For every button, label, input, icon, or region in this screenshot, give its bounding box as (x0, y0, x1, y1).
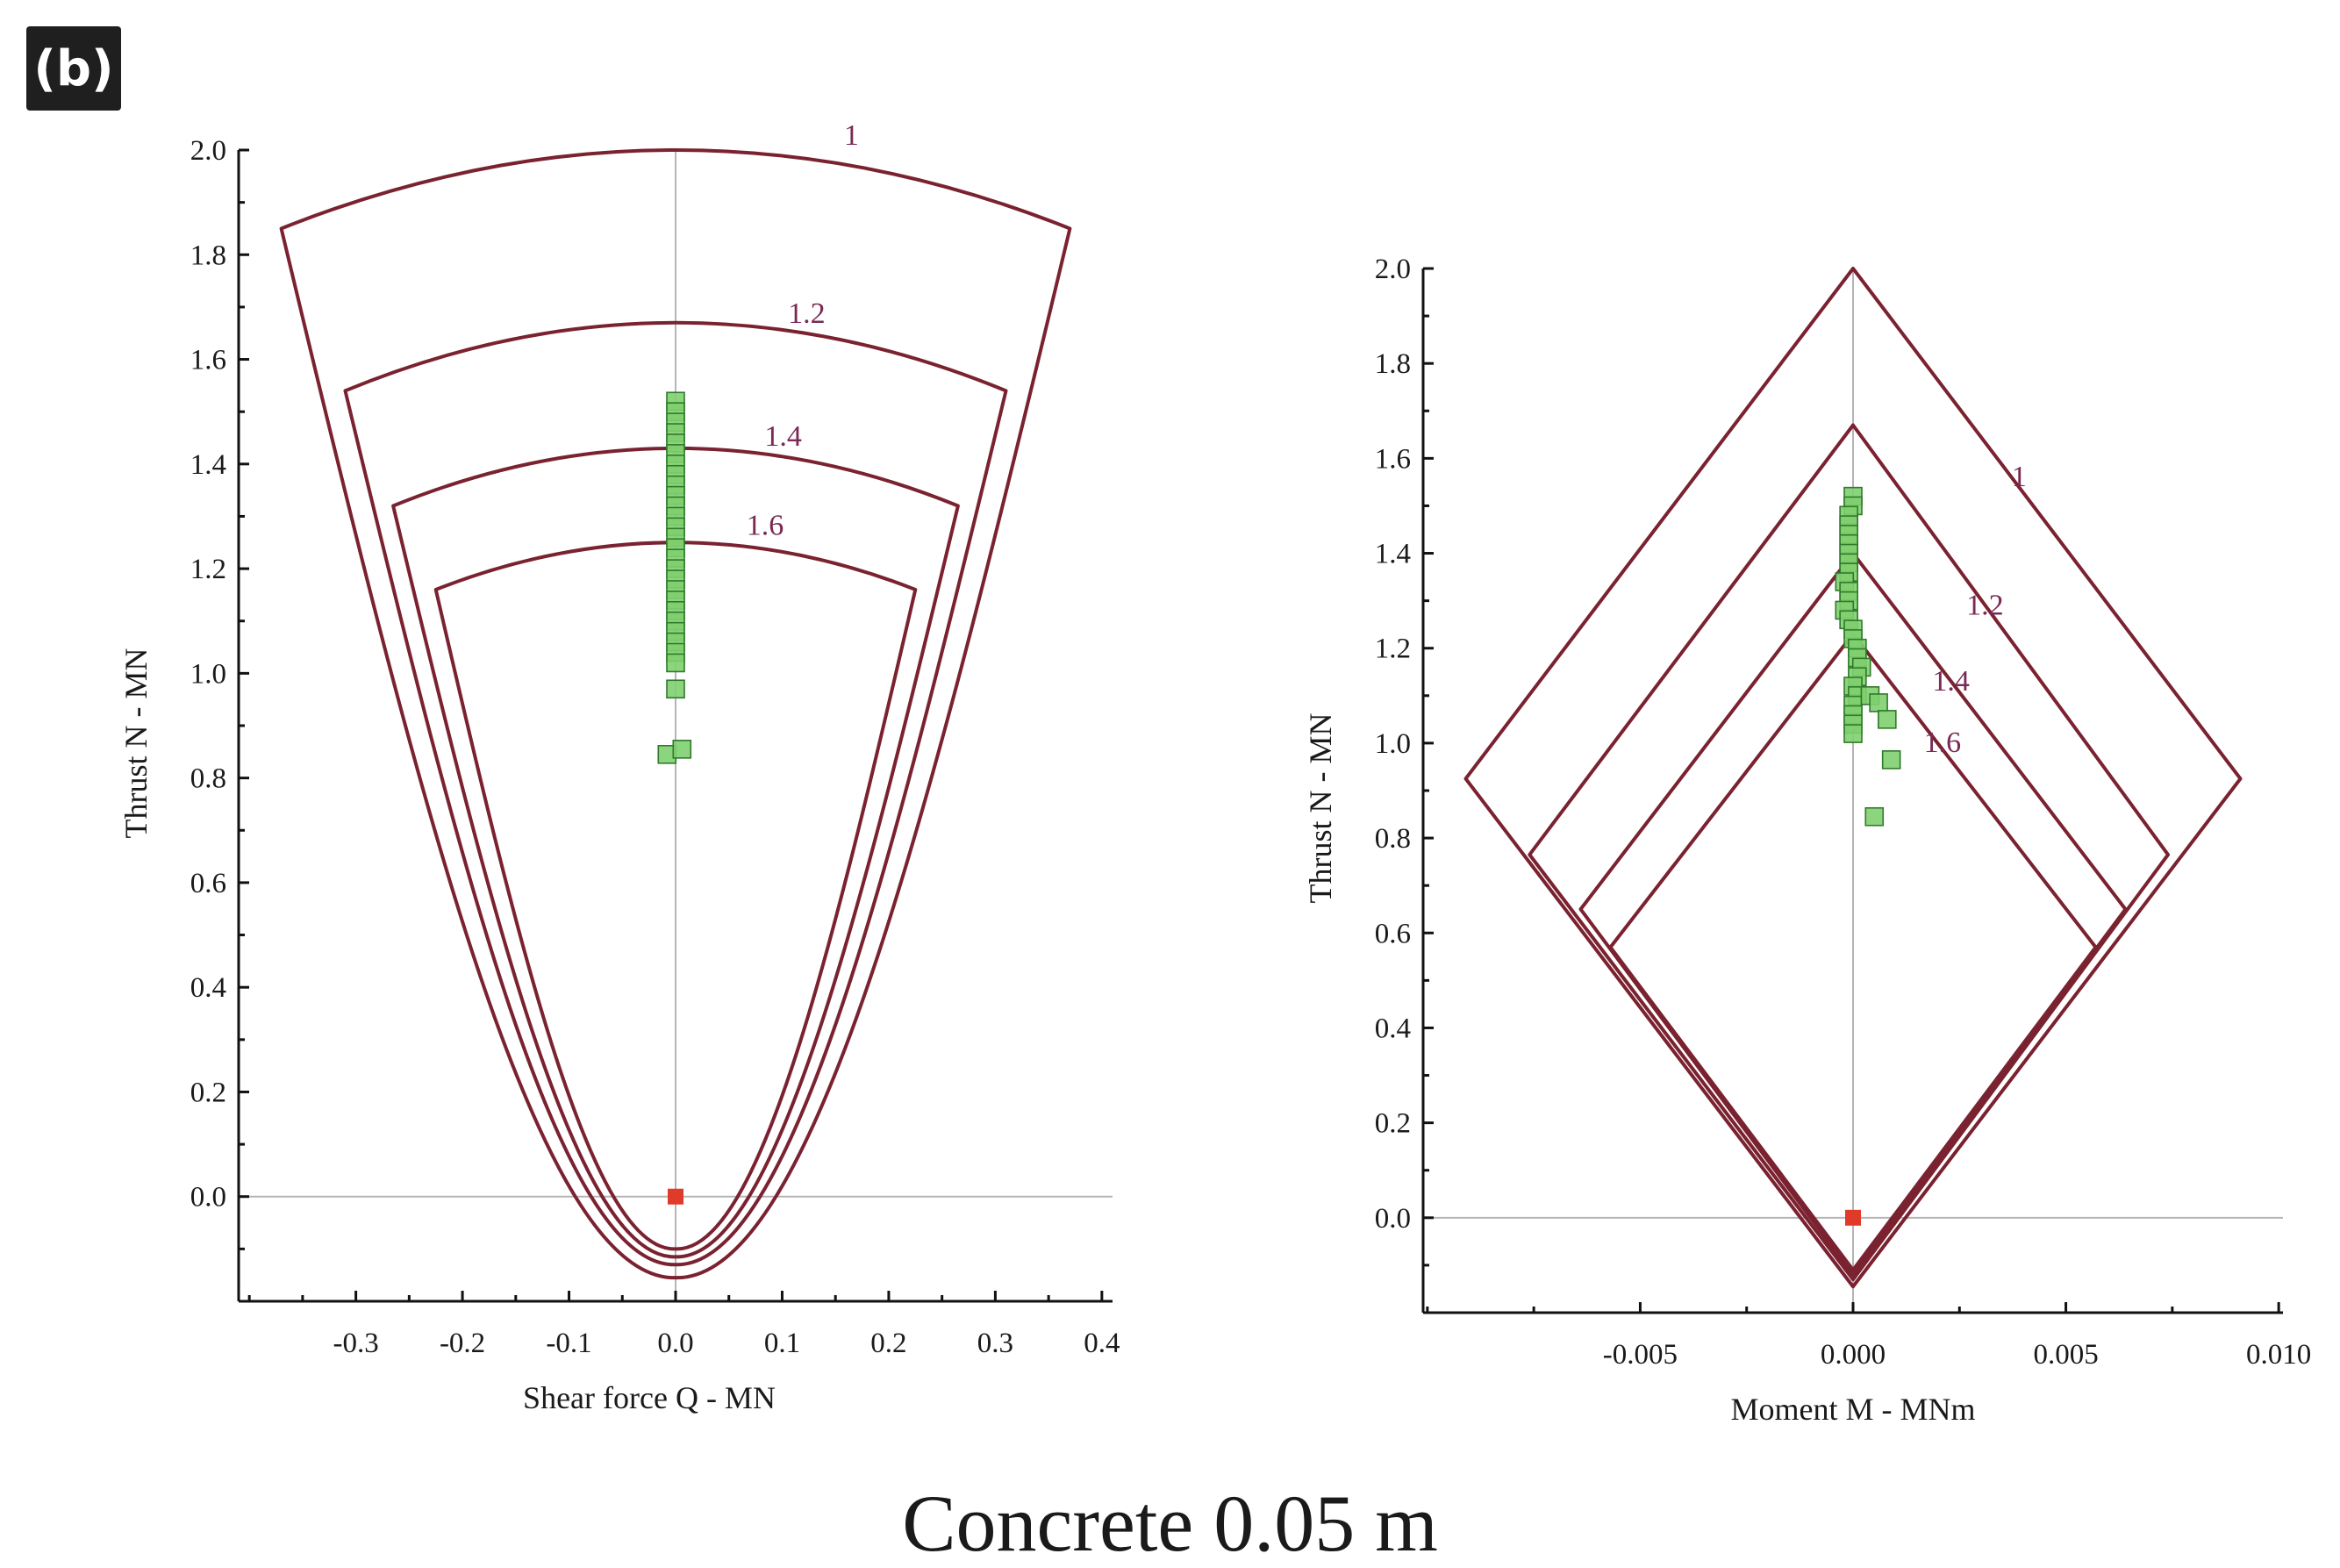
moment-y-tick-label: 0.2 (1375, 1108, 1411, 1140)
shear-y-tick-label: 1.8 (190, 240, 226, 271)
moment-thrust-chart: 1 1.2 1.4 1.6 0.0 0.2 0.4 0.6 0.8 1.0 1.2 1.4 1.6 1.8… (1303, 254, 2311, 1427)
moment-data-point (1843, 724, 1863, 743)
moment-envelope-1.2 (1528, 423, 2171, 1282)
moment-envelope-label: 1.6 (1924, 727, 1962, 759)
moment-y-tick-label: 0.8 (1375, 823, 1411, 855)
moment-envelope-label: 1.2 (1966, 589, 2004, 621)
moment-y-tick-label: 1.6 (1375, 443, 1411, 475)
shear-x-tick-label: -0.3 (333, 1328, 378, 1359)
shear-y-tick-label: 0.8 (190, 763, 226, 795)
shear-envelope-1.6 (433, 541, 918, 1251)
moment-x-tick-label: 0.005 (2033, 1339, 2098, 1371)
shear-envelope-1.4 (391, 447, 960, 1259)
moment-data-point (1881, 750, 1901, 770)
shear-x-tick-label: 0.4 (1084, 1328, 1120, 1359)
moment-envelope-label: 1 (2012, 461, 2027, 493)
shear-x-tick-label: -0.1 (546, 1328, 591, 1359)
shear-y-tick-label: 0.2 (190, 1077, 226, 1108)
shear-x-tick-label: -0.2 (440, 1328, 485, 1359)
shear-envelope-label: 1 (844, 119, 859, 152)
shear-y-tick-label: 0.4 (190, 972, 226, 1004)
moment-origin-point (1845, 1209, 1861, 1226)
shear-y-tick-label: 2.0 (190, 135, 226, 167)
shear-y-tick-label: 1.0 (190, 658, 226, 690)
shear-thrust-chart: 1 1.2 1.4 1.6 0.0 0.2 0.4 0.6 0.8 1.0 1.2 1.4 1.6 1.8… (118, 119, 1120, 1415)
figure-canvas: 1 1.2 1.4 1.6 0.0 0.2 0.4 0.6 0.8 1.0 1.2 1.4 1.6 1.8… (118, 119, 2311, 1427)
shear-envelope-label: 1.6 (747, 509, 784, 541)
shear-y-tick-label: 0.0 (190, 1182, 226, 1214)
moment-y-tick-label: 1.4 (1375, 539, 1411, 570)
shear-origin-point (668, 1188, 683, 1205)
shear-y-tick-label: 1.4 (190, 449, 226, 481)
moment-y-tick-label: 0.6 (1375, 918, 1411, 949)
shear-x-tick-label: 0.3 (977, 1328, 1013, 1359)
moment-x-axis-label: Moment M - MNm (1731, 1392, 1976, 1427)
shear-envelope-label: 1.2 (788, 297, 826, 330)
shear-data-point (672, 740, 692, 759)
shear-x-axis-label: Shear force Q - MN (523, 1380, 776, 1415)
shear-envelope-1.2 (343, 320, 1008, 1267)
shear-envelope-label: 1.4 (764, 420, 802, 453)
moment-envelope-label: 1.4 (1932, 665, 1970, 698)
moment-envelope-1.4 (1578, 551, 2128, 1277)
shear-y-axis-label: Thrust N - MN (118, 648, 154, 839)
moment-data-point (1864, 806, 1885, 827)
shear-x-tick-label: 0.1 (764, 1328, 800, 1359)
moment-y-tick-label: 0.4 (1375, 1013, 1411, 1044)
moment-x-tick-label: 0.000 (1821, 1339, 1886, 1371)
figure-caption: Concrete 0.05 m (902, 1479, 1438, 1568)
moment-y-tick-label: 1.0 (1375, 728, 1411, 760)
shear-x-tick-label: 0.2 (870, 1328, 906, 1359)
moment-y-tick-label: 0.0 (1375, 1203, 1411, 1235)
moment-envelope-1.6 (1608, 632, 2098, 1272)
shear-y-tick-label: 0.6 (190, 868, 226, 899)
moment-y-tick-label: 1.8 (1375, 348, 1411, 380)
shear-y-tick-label: 1.2 (190, 554, 226, 585)
shear-y-tick-label: 1.6 (190, 345, 226, 376)
moment-data-point (1878, 710, 1897, 729)
moment-envelope-1 (1463, 267, 2243, 1289)
moment-y-tick-label: 2.0 (1375, 254, 1411, 285)
moment-x-tick-label: -0.005 (1603, 1339, 1678, 1371)
moment-data-point (1869, 693, 1888, 712)
shear-data-point (666, 679, 685, 699)
moment-x-tick-label: 0.010 (2246, 1339, 2311, 1371)
moment-y-axis-label: Thrust N - MN (1303, 713, 1338, 904)
moment-y-tick-label: 1.2 (1375, 634, 1411, 665)
shear-envelope-1 (279, 148, 1072, 1280)
shear-data-point (666, 653, 685, 673)
shear-x-tick-label: 0.0 (657, 1328, 693, 1359)
panel-label-badge: (b) (26, 26, 121, 111)
